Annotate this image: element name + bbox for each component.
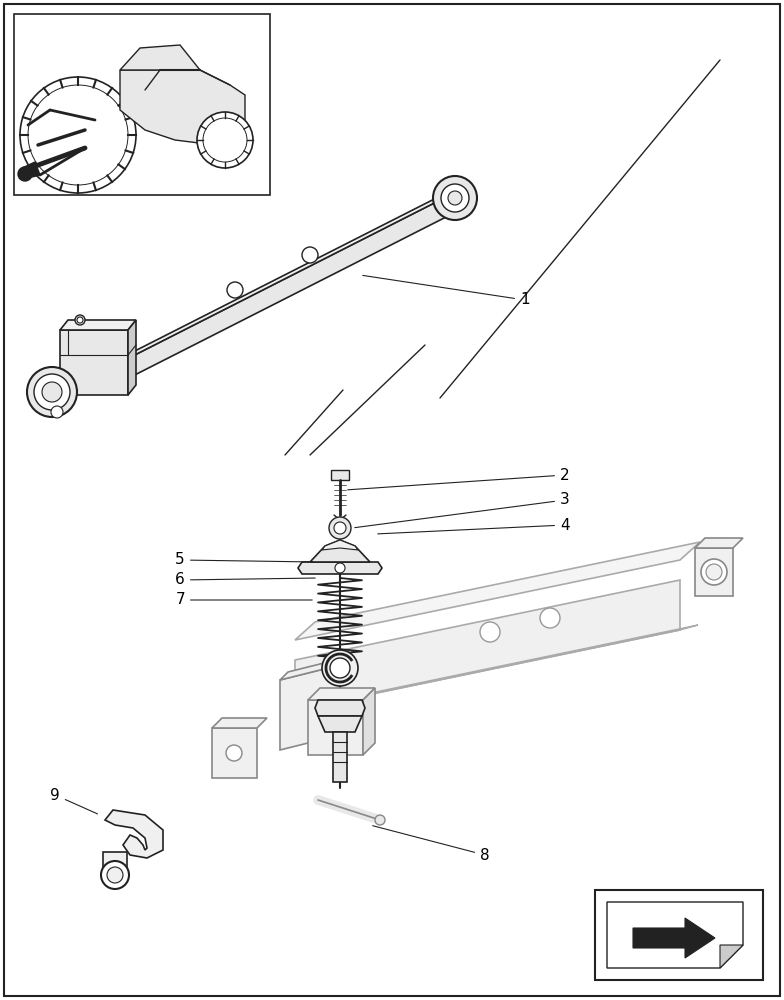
Text: 6: 6 <box>176 572 315 587</box>
Bar <box>595 890 763 980</box>
Polygon shape <box>308 688 375 700</box>
Polygon shape <box>308 700 363 755</box>
Bar <box>695 548 733 596</box>
Polygon shape <box>695 538 743 548</box>
Polygon shape <box>115 195 450 385</box>
Text: 4: 4 <box>378 518 570 534</box>
Polygon shape <box>103 852 127 868</box>
Text: 1: 1 <box>363 275 530 308</box>
Circle shape <box>448 191 462 205</box>
Bar <box>331 470 349 480</box>
Polygon shape <box>310 540 370 562</box>
Polygon shape <box>280 657 348 680</box>
Circle shape <box>302 247 318 263</box>
Text: 3: 3 <box>354 492 570 528</box>
Circle shape <box>433 176 477 220</box>
Bar <box>333 732 347 782</box>
Circle shape <box>540 608 560 628</box>
Polygon shape <box>22 162 40 178</box>
Circle shape <box>51 406 63 418</box>
Polygon shape <box>315 700 365 716</box>
Circle shape <box>42 382 62 402</box>
Circle shape <box>330 658 350 678</box>
Polygon shape <box>60 320 136 330</box>
Circle shape <box>203 118 247 162</box>
Polygon shape <box>120 70 245 145</box>
Circle shape <box>375 815 385 825</box>
Polygon shape <box>105 810 163 858</box>
Circle shape <box>322 650 358 686</box>
Polygon shape <box>318 716 362 732</box>
Circle shape <box>28 85 128 185</box>
Polygon shape <box>298 562 382 574</box>
Polygon shape <box>120 45 200 70</box>
Circle shape <box>20 77 136 193</box>
Text: 2: 2 <box>348 468 570 490</box>
Bar <box>14 14 270 195</box>
Circle shape <box>701 559 727 585</box>
Circle shape <box>441 184 469 212</box>
Polygon shape <box>295 580 680 710</box>
Circle shape <box>334 522 346 534</box>
Circle shape <box>101 861 129 889</box>
Polygon shape <box>128 320 136 395</box>
Circle shape <box>226 745 242 761</box>
Polygon shape <box>115 187 458 365</box>
Text: 8: 8 <box>372 826 490 862</box>
Polygon shape <box>720 945 743 968</box>
Bar <box>212 728 257 778</box>
Circle shape <box>27 367 77 417</box>
Circle shape <box>227 282 243 298</box>
Polygon shape <box>322 540 358 550</box>
Polygon shape <box>633 918 715 958</box>
Circle shape <box>335 563 345 573</box>
Circle shape <box>706 564 722 580</box>
Polygon shape <box>60 330 128 395</box>
Circle shape <box>480 622 500 642</box>
Circle shape <box>197 112 253 168</box>
Polygon shape <box>295 542 700 640</box>
Polygon shape <box>363 688 375 755</box>
Text: 5: 5 <box>176 552 314 568</box>
Circle shape <box>34 374 70 410</box>
Polygon shape <box>280 665 340 750</box>
Circle shape <box>75 315 85 325</box>
Polygon shape <box>295 625 698 710</box>
Circle shape <box>107 867 123 883</box>
Polygon shape <box>212 718 267 728</box>
Text: 7: 7 <box>176 592 312 607</box>
Polygon shape <box>607 902 743 968</box>
Circle shape <box>18 167 32 181</box>
Text: 9: 9 <box>50 788 97 814</box>
Circle shape <box>329 517 351 539</box>
Circle shape <box>77 317 83 323</box>
